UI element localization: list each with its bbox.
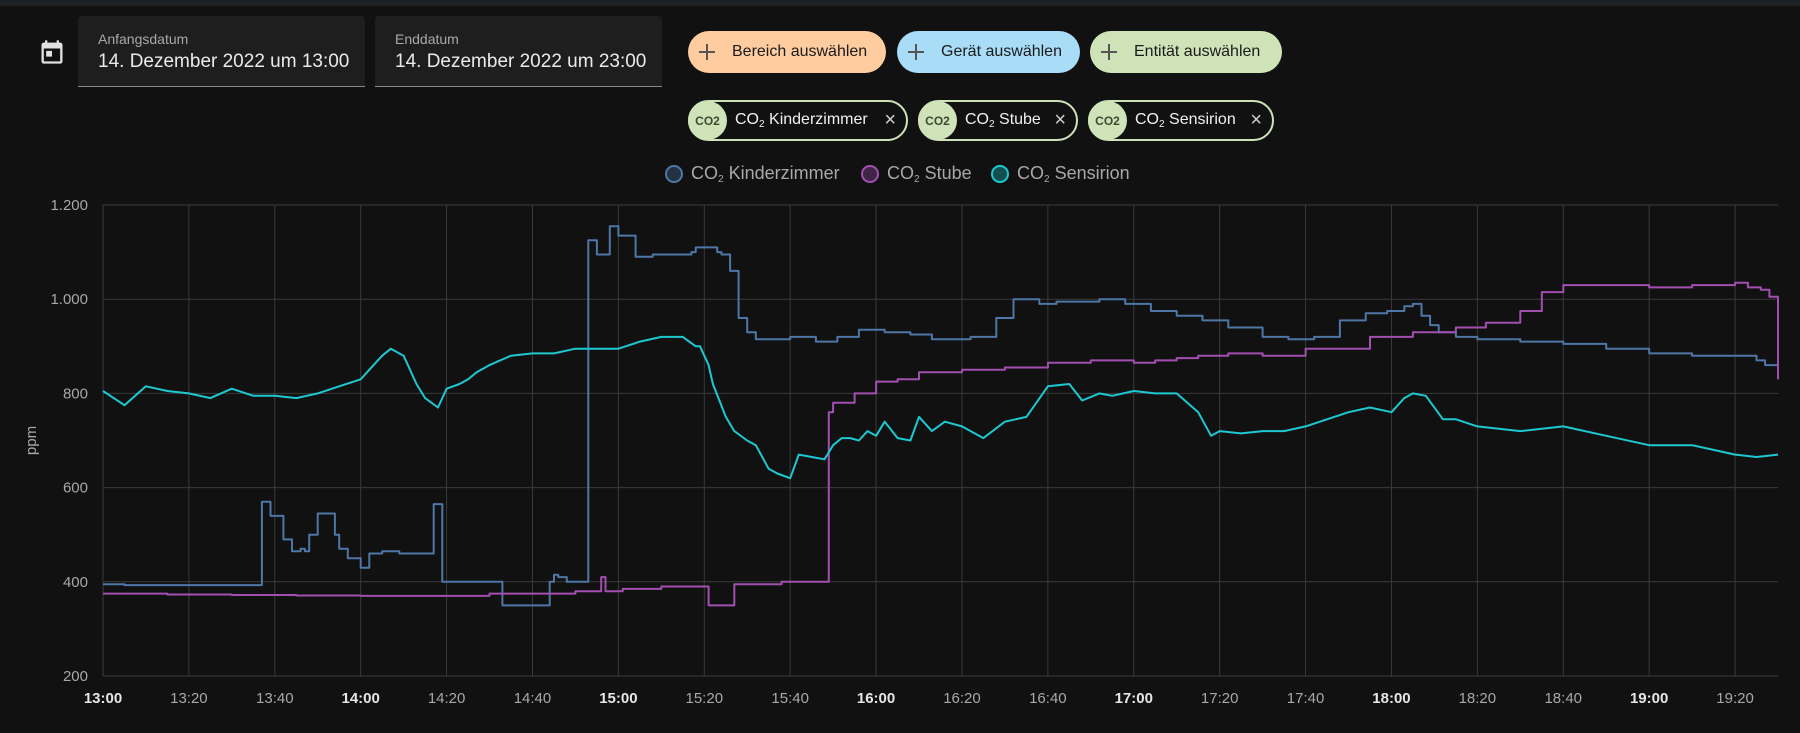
legend-label: CO2 Kinderzimmer	[691, 163, 840, 185]
y-tick-label: 1.000	[50, 291, 88, 308]
co2-badge-icon: CO2	[1088, 101, 1127, 140]
x-tick-label: 13:20	[170, 690, 208, 707]
plus-icon	[699, 44, 715, 60]
series-line-1	[103, 281, 1779, 607]
x-tick-label: 15:00	[599, 690, 637, 707]
select-entity-label: Entität auswählen	[1134, 43, 1261, 60]
entity-chip-stube[interactable]: CO2 CO2 Stube ×	[918, 100, 1078, 141]
x-tick-label: 15:20	[686, 690, 724, 707]
select-device-label: Gerät auswählen	[941, 43, 1062, 60]
x-tick-label: 17:40	[1287, 690, 1325, 707]
x-tick-label: 13:00	[84, 690, 122, 707]
select-area-button[interactable]: Bereich auswählen	[688, 31, 886, 73]
y-tick-label: 1.200	[50, 197, 88, 214]
y-tick-label: 200	[63, 668, 88, 685]
y-axis-label: ppm	[23, 426, 40, 455]
select-area-label: Bereich auswählen	[732, 43, 868, 60]
x-tick-label: 19:00	[1630, 690, 1668, 707]
x-tick-label: 14:00	[342, 690, 380, 707]
co2-badge-icon: CO2	[918, 101, 957, 140]
x-tick-label: 17:00	[1115, 690, 1153, 707]
entity-chip-label: CO2 Stube	[965, 111, 1041, 130]
x-tick-label: 15:40	[771, 690, 809, 707]
x-tick-label: 18:20	[1459, 690, 1497, 707]
end-date-label: Enddatum	[395, 31, 459, 47]
x-tick-label: 14:40	[514, 690, 552, 707]
entity-chip-kinderzimmer[interactable]: CO2 CO2 Kinderzimmer ×	[688, 100, 908, 141]
end-date-value: 14. Dezember 2022 um 23:00	[395, 51, 647, 72]
x-tick-label: 18:40	[1544, 690, 1582, 707]
legend-item-kinderzimmer[interactable]: CO2 Kinderzimmer	[665, 162, 840, 186]
x-tick-label: 18:00	[1372, 690, 1410, 707]
co2-badge-icon: CO2	[688, 101, 727, 140]
plus-icon	[908, 44, 924, 60]
entity-chip-sensirion[interactable]: CO2 CO2 Sensirion ×	[1088, 100, 1274, 141]
remove-icon[interactable]: ×	[1250, 109, 1262, 131]
y-tick-label: 600	[63, 480, 88, 497]
series-line-2	[102, 335, 1779, 480]
x-tick-label: 16:00	[857, 690, 895, 707]
start-date-value: 14. Dezember 2022 um 13:00	[98, 51, 350, 72]
remove-icon[interactable]: ×	[884, 109, 896, 131]
top-bar	[0, 0, 1800, 6]
end-date-field[interactable]: Enddatum 14. Dezember 2022 um 23:00	[375, 16, 662, 87]
entity-chip-label: CO2 Sensirion	[1135, 111, 1236, 130]
select-entity-button[interactable]: Entität auswählen	[1090, 31, 1282, 73]
x-tick-label: 16:40	[1029, 690, 1067, 707]
x-tick-label: 16:20	[943, 690, 981, 707]
plus-icon	[1101, 44, 1117, 60]
legend-label: CO2 Stube	[887, 163, 972, 185]
series-line-0	[103, 225, 1779, 607]
y-tick-label: 400	[63, 574, 88, 591]
entity-chip-label: CO2 Kinderzimmer	[735, 111, 868, 130]
legend-dot-icon	[665, 165, 683, 183]
select-device-button[interactable]: Gerät auswählen	[897, 31, 1080, 73]
x-tick-label: 13:40	[256, 690, 294, 707]
start-date-field[interactable]: Anfangsdatum 14. Dezember 2022 um 13:00	[78, 16, 365, 87]
x-tick-label: 17:20	[1201, 690, 1239, 707]
start-date-label: Anfangsdatum	[98, 31, 189, 47]
legend-item-stube[interactable]: CO2 Stube	[861, 162, 972, 186]
y-tick-label: 800	[63, 385, 88, 402]
x-tick-label: 19:20	[1716, 690, 1754, 707]
legend-dot-icon	[861, 165, 879, 183]
calendar-icon[interactable]	[38, 38, 66, 66]
x-tick-label: 14:20	[428, 690, 466, 707]
remove-icon[interactable]: ×	[1054, 109, 1066, 131]
co2-history-chart[interactable]: 200 400 600 800 1.000 1.200 13:00 13:20 13:40 14:…	[0, 190, 1800, 733]
legend-dot-icon	[991, 165, 1009, 183]
legend-item-sensirion[interactable]: CO2 Sensirion	[991, 162, 1130, 186]
legend-label: CO2 Sensirion	[1017, 163, 1130, 185]
